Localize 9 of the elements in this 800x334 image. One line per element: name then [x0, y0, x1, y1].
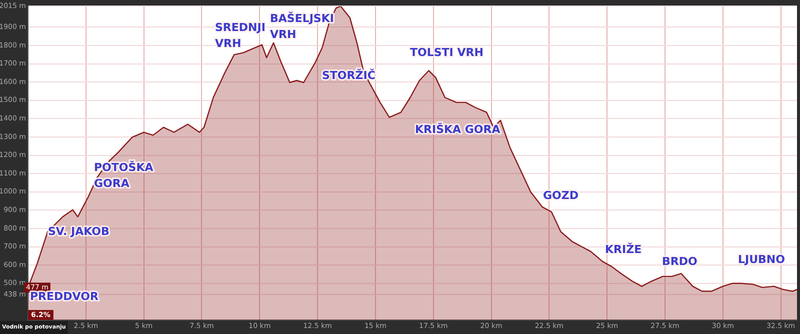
annotation: LJUBNO	[738, 252, 785, 266]
annotation: TOLSTI VRH	[410, 46, 484, 59]
annotation: SV. JAKOB	[48, 224, 110, 238]
annotation: SREDNJI VRH	[215, 20, 266, 50]
annotation: GOZD	[543, 188, 578, 202]
annotation: PREDDVOR	[30, 290, 99, 303]
annotation: KRIŠKA GORA	[415, 122, 501, 136]
annotation: BRDO	[662, 254, 698, 268]
annotation: KRIŽE	[605, 242, 642, 256]
